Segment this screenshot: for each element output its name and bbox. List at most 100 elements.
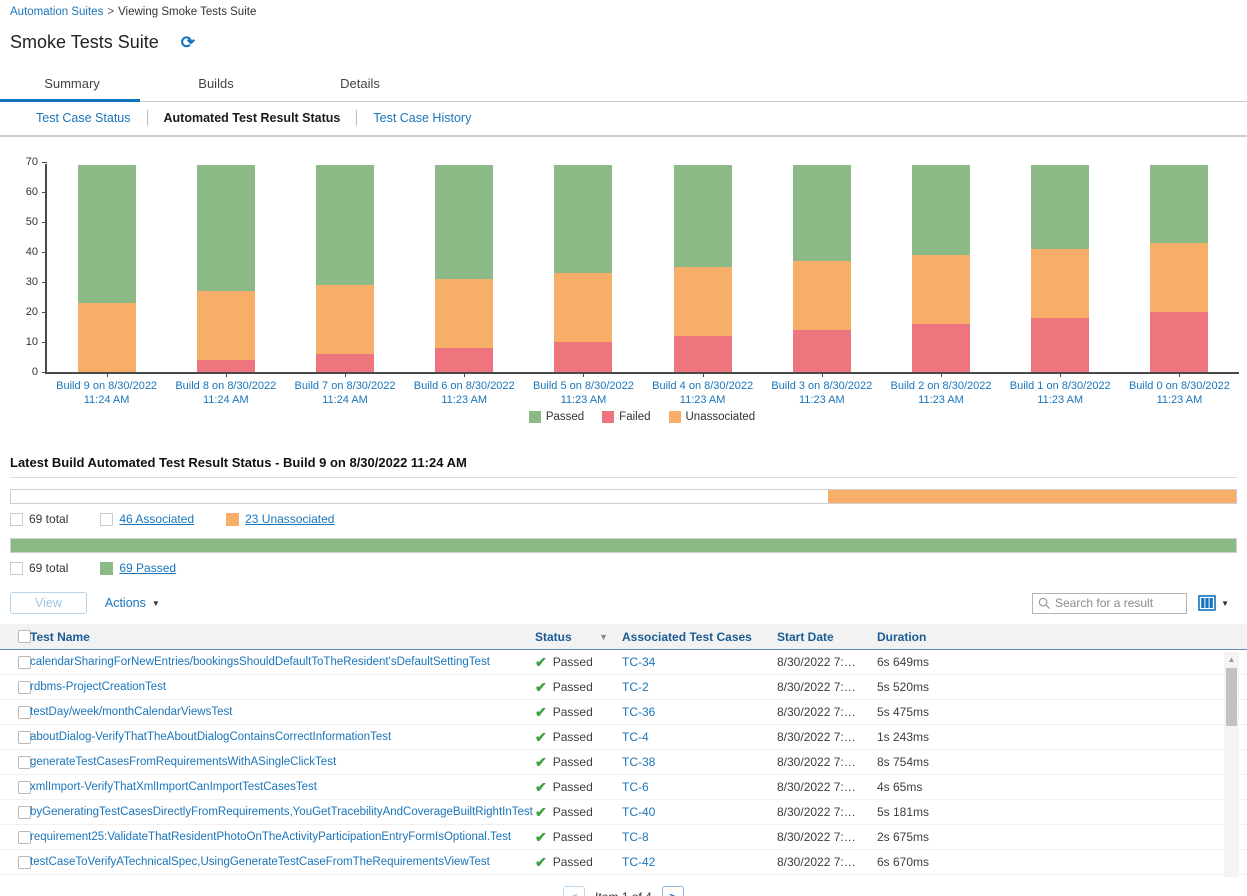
- passed-check-icon: ✔: [535, 728, 547, 745]
- build-label[interactable]: Build 1 on 8/30/2022 11:23 AM: [1009, 380, 1111, 406]
- passed-check-icon: ✔: [535, 778, 547, 795]
- associated-count-link[interactable]: 46 Associated: [119, 512, 195, 526]
- table-scrollbar[interactable]: ▲: [1224, 652, 1239, 877]
- tab-summary[interactable]: Summary: [44, 76, 100, 91]
- table-row: calendarSharingForNewEntries/bookingsSho…: [0, 650, 1247, 675]
- subtab-automated-test-result-status[interactable]: Automated Test Result Status: [163, 111, 341, 125]
- build-label[interactable]: Build 0 on 8/30/2022 11:23 AM: [1128, 380, 1230, 406]
- test-case-link[interactable]: TC-36: [622, 705, 656, 719]
- bar-segment-failed: [912, 324, 971, 372]
- test-case-link[interactable]: TC-34: [622, 655, 656, 669]
- x-tick: [1179, 372, 1181, 377]
- test-name-link[interactable]: requirement25:ValidateThatResidentPhotoO…: [30, 831, 512, 843]
- build-label[interactable]: Build 3 on 8/30/2022 11:23 AM: [771, 380, 873, 406]
- duration-cell: 2s 675ms: [877, 830, 930, 844]
- passed-count-link[interactable]: 69 Passed: [119, 561, 177, 575]
- passed-check-icon: ✔: [535, 703, 547, 720]
- stacked-bar: [1150, 165, 1209, 372]
- test-case-link[interactable]: TC-40: [622, 805, 656, 819]
- row-checkbox[interactable]: [18, 655, 31, 669]
- next-page-button[interactable]: >: [661, 886, 684, 896]
- bar-segment-failed: [1031, 318, 1090, 372]
- row-checkbox[interactable]: [18, 705, 31, 719]
- test-name-link[interactable]: testCaseToVerifyATechnicalSpec,UsingGene…: [30, 856, 490, 868]
- status-cell: ✔ Passed: [535, 728, 593, 745]
- col-test-name[interactable]: Test Name: [30, 629, 90, 644]
- y-tick: [42, 191, 47, 193]
- test-case-link[interactable]: TC-42: [622, 855, 656, 869]
- col-associated-test-cases[interactable]: Associated Test Cases: [622, 629, 752, 644]
- chart-bar-slot: Build 1 on 8/30/2022 11:23 AM: [1001, 164, 1120, 406]
- status-cell: ✔ Passed: [535, 778, 593, 795]
- test-case-link[interactable]: TC-4: [622, 730, 649, 744]
- test-name-link[interactable]: testDay/week/monthCalendarViewsTest: [30, 706, 233, 718]
- unassociated-count-link[interactable]: 23 Unassociated: [245, 512, 335, 526]
- duration-cell: 8s 754ms: [877, 755, 930, 769]
- row-checkbox[interactable]: [18, 855, 31, 869]
- start-date-cell: 8/30/2022 7:…: [777, 805, 856, 819]
- test-name-link[interactable]: rdbms-ProjectCreationTest: [30, 681, 167, 693]
- test-name-link[interactable]: calendarSharingForNewEntries/bookingsSho…: [30, 656, 490, 668]
- bar-segment-unassociated: [77, 303, 136, 372]
- test-case-link[interactable]: TC-2: [622, 680, 649, 694]
- stacked-bar: [77, 165, 136, 372]
- legend-item-failed: Failed: [602, 411, 651, 423]
- test-case-link[interactable]: TC-6: [622, 780, 649, 794]
- select-all-checkbox[interactable]: [18, 630, 31, 643]
- build-label[interactable]: Build 6 on 8/30/2022 11:23 AM: [413, 380, 515, 406]
- table-row: xmlImport-VerifyThatXmlImportCanImportTe…: [0, 775, 1247, 800]
- breadcrumb: Automation Suites > Viewing Smoke Tests Su…: [0, 0, 1247, 18]
- col-status[interactable]: Status ▼: [535, 629, 608, 644]
- table-row: testDay/week/monthCalendarViewsTest ✔ Pass…: [0, 700, 1247, 725]
- view-button[interactable]: View: [10, 592, 87, 614]
- row-checkbox[interactable]: [18, 730, 31, 744]
- test-name-link[interactable]: generateTestCasesFromRequirementsWithASi…: [30, 756, 337, 768]
- start-date-cell: 8/30/2022 7:…: [777, 855, 856, 869]
- subtab-test-case-status[interactable]: Test Case Status: [36, 111, 131, 125]
- bar-segment-passed: [316, 165, 374, 285]
- row-checkbox[interactable]: [18, 780, 31, 794]
- passed-check-icon: ✔: [535, 653, 547, 670]
- row-checkbox[interactable]: [18, 755, 31, 769]
- column-settings-button[interactable]: ▼: [1198, 595, 1229, 611]
- y-tick-label: 0: [31, 366, 38, 378]
- stacked-bar: [435, 165, 494, 372]
- build-label[interactable]: Build 5 on 8/30/2022 11:23 AM: [532, 380, 634, 406]
- test-case-link[interactable]: TC-8: [622, 830, 649, 844]
- passed-swatch: [100, 561, 114, 575]
- subtab-test-case-history[interactable]: Test Case History: [373, 111, 472, 125]
- build-label[interactable]: Build 2 on 8/30/2022 11:23 AM: [890, 380, 992, 406]
- test-name-link[interactable]: aboutDialog-VerifyThatTheAboutDialogCont…: [30, 731, 392, 743]
- build-label[interactable]: Build 4 on 8/30/2022 11:23 AM: [652, 380, 754, 406]
- row-checkbox[interactable]: [18, 830, 31, 844]
- search-icon: [1038, 597, 1051, 609]
- tab-builds[interactable]: Builds: [198, 76, 234, 91]
- breadcrumb-parent-link[interactable]: Automation Suites: [10, 6, 104, 18]
- test-case-link[interactable]: TC-38: [622, 755, 656, 769]
- actions-menu-button[interactable]: Actions ▼: [104, 596, 160, 610]
- tab-details[interactable]: Details: [340, 76, 380, 91]
- build-label[interactable]: Build 8 on 8/30/2022 11:24 AM: [175, 380, 277, 406]
- chart-bar-slot: Build 9 on 8/30/2022 11:24 AM: [47, 164, 166, 406]
- row-checkbox[interactable]: [18, 805, 31, 819]
- prev-page-button[interactable]: <: [563, 886, 586, 896]
- build-label[interactable]: Build 9 on 8/30/2022 11:24 AM: [56, 380, 158, 406]
- scrollbar-thumb[interactable]: [1226, 668, 1237, 726]
- x-tick: [1060, 372, 1062, 377]
- status-filter-icon[interactable]: ▼: [599, 631, 608, 642]
- columns-icon: [1198, 595, 1216, 611]
- build-label[interactable]: Build 7 on 8/30/2022 11:24 AM: [294, 380, 396, 406]
- test-name-link[interactable]: byGeneratingTestCasesDirectlyFromRequire…: [30, 806, 533, 818]
- refresh-icon[interactable]: ⟳: [180, 33, 195, 52]
- chart-bar-slot: Build 0 on 8/30/2022 11:23 AM: [1120, 164, 1239, 406]
- test-name-link[interactable]: xmlImport-VerifyThatXmlImportCanImportTe…: [30, 781, 317, 793]
- y-tick: [42, 341, 47, 343]
- col-duration[interactable]: Duration: [877, 629, 927, 644]
- row-checkbox[interactable]: [18, 680, 31, 694]
- col-start-date[interactable]: Start Date: [777, 629, 834, 644]
- bar-segment-failed: [196, 360, 255, 372]
- scrollbar-up-arrow-icon[interactable]: ▲: [1227, 654, 1236, 664]
- y-tick: [42, 251, 47, 253]
- results-toolbar: View Actions▼ ▼: [10, 592, 1237, 614]
- search-input[interactable]: [1055, 596, 1181, 610]
